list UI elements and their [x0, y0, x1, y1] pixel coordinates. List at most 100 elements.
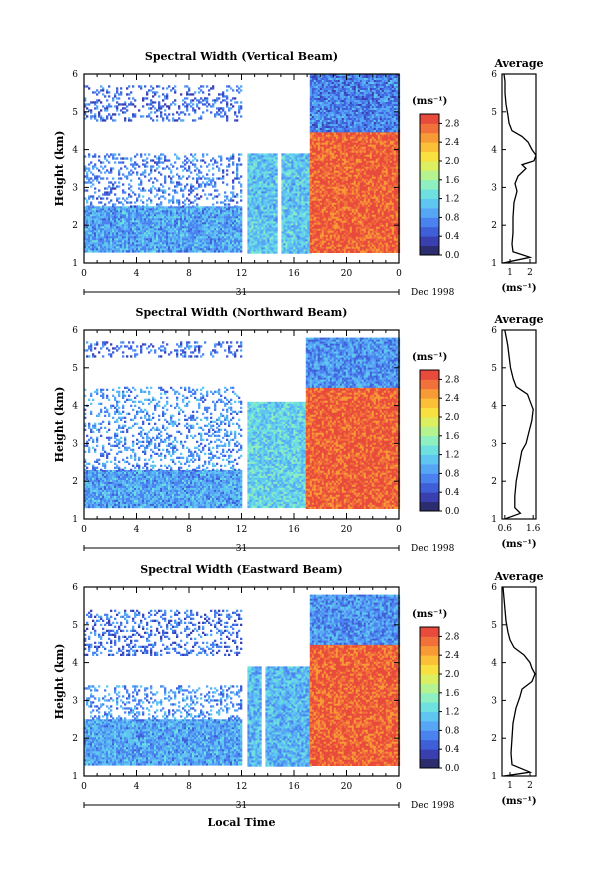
heatmap-cell	[329, 214, 333, 217]
heatmap-cell	[156, 206, 159, 209]
heatmap-cell	[273, 155, 276, 158]
heatmap-cell	[303, 203, 306, 206]
heatmap-cell	[257, 195, 260, 198]
heatmap-cell	[234, 230, 237, 233]
heatmap-cell	[198, 226, 201, 229]
heatmap-cell	[216, 246, 219, 249]
heatmap-cell	[251, 223, 254, 226]
heatmap-cell	[218, 107, 221, 110]
heatmap-cell	[311, 228, 315, 231]
heatmap-cell	[305, 251, 308, 254]
heatmap-cell	[295, 233, 298, 236]
heatmap-cell	[222, 214, 225, 217]
heatmap-cell	[325, 222, 329, 225]
heatmap-cell	[255, 177, 258, 180]
heatmap-cell	[162, 195, 165, 198]
heatmap-cell	[236, 250, 239, 253]
heatmap-cell	[253, 243, 256, 246]
heatmap-cell	[170, 214, 173, 217]
heatmap-cell	[329, 194, 333, 197]
heatmap-cell	[327, 132, 331, 135]
heatmap-cell	[236, 220, 239, 223]
heatmap-cell	[130, 238, 133, 241]
heatmap-cell	[136, 220, 139, 223]
heatmap-cell	[102, 218, 105, 221]
heatmap-cell	[303, 241, 306, 244]
heatmap-cell	[261, 233, 264, 236]
heatmap-cell	[259, 161, 262, 164]
heatmap-cell	[208, 242, 211, 245]
heatmap-cell	[214, 216, 217, 219]
heatmap-cell	[174, 230, 177, 233]
heatmap-cell	[156, 224, 159, 227]
heatmap-cell	[301, 167, 304, 170]
heatmap-cell	[253, 205, 256, 208]
heatmap-cell	[140, 242, 143, 245]
heatmap-cell	[269, 177, 272, 180]
heatmap-cell	[311, 224, 315, 227]
heatmap-cell	[144, 175, 147, 178]
heatmap-cell	[196, 240, 199, 243]
heatmap-cell	[94, 177, 97, 180]
heatmap-cell	[261, 213, 264, 216]
heatmap-cell	[158, 216, 161, 219]
heatmap-cell	[261, 161, 264, 164]
heatmap-cell	[315, 214, 319, 217]
heatmap-cell	[196, 197, 199, 200]
heatmap-cell	[180, 244, 183, 247]
heatmap-cell	[168, 216, 171, 219]
heatmap-cell	[261, 221, 264, 224]
heatmap-cell	[216, 234, 219, 237]
heatmap-cell	[108, 230, 111, 233]
heatmap-cell	[90, 214, 93, 217]
heatmap-cell	[194, 187, 197, 190]
heatmap-cell	[106, 107, 109, 110]
heatmap-cell	[166, 218, 169, 221]
heatmap-cell	[176, 191, 179, 194]
heatmap-cell	[224, 191, 227, 194]
heatmap-cell	[257, 169, 260, 172]
heatmap-cell	[238, 234, 241, 237]
heatmap-cell	[309, 158, 313, 161]
heatmap-cell	[214, 185, 217, 188]
heatmap-cell	[84, 242, 87, 245]
heatmap-cell	[138, 216, 141, 219]
heatmap-cell	[240, 206, 243, 209]
heatmap-cell	[156, 220, 159, 223]
heatmap-cell	[214, 220, 217, 223]
heatmap-cell	[230, 197, 233, 200]
heatmap-cell	[226, 208, 229, 211]
heatmap-cell	[202, 248, 205, 251]
heatmap-cell	[100, 171, 103, 174]
heatmap-cell	[232, 210, 235, 213]
heatmap-cell	[303, 165, 306, 168]
heatmap-cell	[289, 169, 292, 172]
heatmap-cell	[271, 239, 274, 242]
heatmap-cell	[329, 236, 333, 239]
heatmap-cell	[253, 229, 256, 232]
heatmap-cell	[204, 220, 207, 223]
heatmap-cell	[136, 246, 139, 249]
heatmap-cell	[247, 245, 250, 248]
heatmap-cell	[196, 214, 199, 217]
heatmap-cell	[283, 163, 286, 166]
heatmap-cell	[198, 246, 201, 249]
heatmap-cell	[238, 218, 241, 221]
heatmap-cell	[208, 163, 211, 166]
heatmap-cell	[283, 193, 286, 196]
heatmap-cell	[128, 210, 131, 213]
heatmap-cell	[148, 222, 151, 225]
heatmap-cell	[130, 103, 133, 106]
heatmap-cell	[196, 179, 199, 182]
heatmap-cell	[192, 159, 195, 162]
heatmap-cell	[293, 191, 296, 194]
heatmap-cell	[92, 91, 95, 94]
heatmap-cell	[307, 205, 310, 208]
heatmap-cell	[214, 212, 217, 215]
heatmap-cell	[311, 178, 315, 181]
heatmap-cell	[152, 220, 155, 223]
heatmap-cell	[240, 244, 243, 247]
heatmap-cell	[285, 233, 288, 236]
heatmap-cell	[186, 212, 189, 215]
heatmap-cell	[285, 193, 288, 196]
